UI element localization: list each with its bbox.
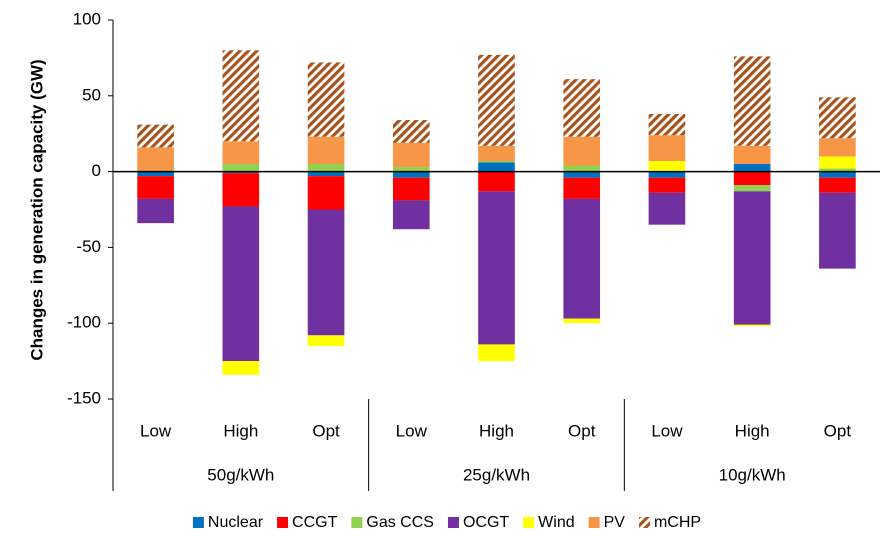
legend-swatch: [277, 517, 289, 528]
legend-label: OCGT: [463, 514, 509, 531]
y-axis-label: Changes in generation capacity (GW): [27, 59, 46, 360]
bar-segment: [563, 136, 601, 166]
bar-segment: [563, 79, 601, 137]
bar-segment: [307, 209, 345, 336]
legend-label: Nuclear: [208, 514, 264, 531]
bar-segment: [392, 167, 430, 172]
bar-segment: [563, 177, 601, 199]
group-label: 10g/kWh: [719, 465, 786, 484]
bar-segment: [648, 171, 686, 178]
bar-segment: [222, 361, 260, 375]
bar-segment: [478, 145, 515, 161]
bar-segment: [137, 176, 174, 199]
bar-segment: [478, 160, 515, 163]
legend-label: Wind: [538, 514, 574, 531]
bar-segment: [733, 145, 771, 165]
legend-label: CCGT: [292, 514, 338, 531]
bar-segment: [563, 171, 601, 178]
bar-segment: [819, 171, 856, 178]
legend-swatch: [351, 517, 363, 528]
y-tick-label: -50: [76, 237, 101, 256]
bar-segment: [478, 162, 515, 172]
bar-segment: [392, 171, 430, 178]
x-tick-label: High: [735, 421, 770, 440]
bar-segment: [392, 177, 430, 201]
bar-segment: [137, 171, 174, 177]
bar-segment: [733, 185, 771, 192]
group-label: 50g/kWh: [207, 465, 274, 484]
bar-segment: [307, 164, 345, 172]
x-tick-label: Low: [651, 421, 683, 440]
bar-segment: [307, 136, 345, 165]
bar-segment: [392, 120, 430, 143]
bar-segment: [222, 141, 260, 165]
bar-segment: [819, 177, 856, 193]
bar-segment: [222, 164, 260, 172]
bar-segment: [733, 164, 771, 172]
bar-segment: [137, 124, 174, 148]
y-tick-label: -100: [67, 313, 101, 332]
legend-swatch: [638, 517, 650, 528]
x-tick-label: High: [223, 421, 258, 440]
legend-swatch: [523, 517, 535, 528]
bar-segment: [137, 147, 174, 172]
bar-segment: [478, 191, 515, 345]
bar-segment: [222, 173, 260, 207]
bar-segment: [307, 335, 345, 346]
y-tick-label: -150: [67, 388, 101, 407]
bar-segment: [307, 62, 345, 137]
bar-segment: [733, 56, 771, 146]
bar-segment: [222, 50, 260, 142]
bar-segment: [478, 54, 515, 146]
bar-segment: [137, 198, 174, 224]
legend-swatch: [588, 517, 600, 528]
x-tick-label: Low: [140, 421, 172, 440]
bar-segment: [819, 168, 856, 172]
x-tick-label: High: [479, 421, 514, 440]
x-tick-label: Opt: [824, 421, 852, 440]
x-tick-label: Low: [396, 421, 428, 440]
legend-label: mCHP: [654, 514, 701, 531]
bar-segment: [222, 171, 260, 174]
x-tick-label: Opt: [312, 421, 340, 440]
x-tick-label: Opt: [568, 421, 596, 440]
bar-segment: [819, 138, 856, 157]
bar-segment: [733, 324, 771, 327]
bar-segment: [563, 198, 601, 319]
bar-segment: [563, 318, 601, 324]
legend-swatch: [447, 517, 459, 528]
legend-label: Gas CCS: [366, 514, 434, 531]
bar-segment: [733, 191, 771, 325]
bar-segment: [648, 113, 686, 136]
bar-segment: [307, 171, 345, 177]
legend-swatch: [192, 517, 204, 528]
bar-segment: [478, 344, 515, 362]
bar-segment: [819, 192, 856, 269]
bar-segment: [733, 171, 771, 186]
bar-segment: [563, 165, 601, 172]
bar-segment: [222, 206, 260, 362]
legend-label: PV: [604, 514, 626, 531]
bar-segment: [307, 176, 345, 210]
bar-segment: [392, 200, 430, 230]
group-label: 25g/kWh: [463, 465, 530, 484]
y-tick-label: 100: [73, 9, 101, 28]
bar-segment: [648, 192, 686, 225]
y-tick-label: 50: [82, 85, 101, 104]
bar-segment: [648, 160, 686, 172]
bar-segment: [392, 142, 430, 168]
bar-segment: [819, 156, 856, 169]
bar-segment: [648, 135, 686, 161]
bar-segment: [478, 171, 515, 192]
y-tick-label: 0: [92, 161, 101, 180]
bar-segment: [648, 177, 686, 193]
bar-segment: [819, 97, 856, 139]
